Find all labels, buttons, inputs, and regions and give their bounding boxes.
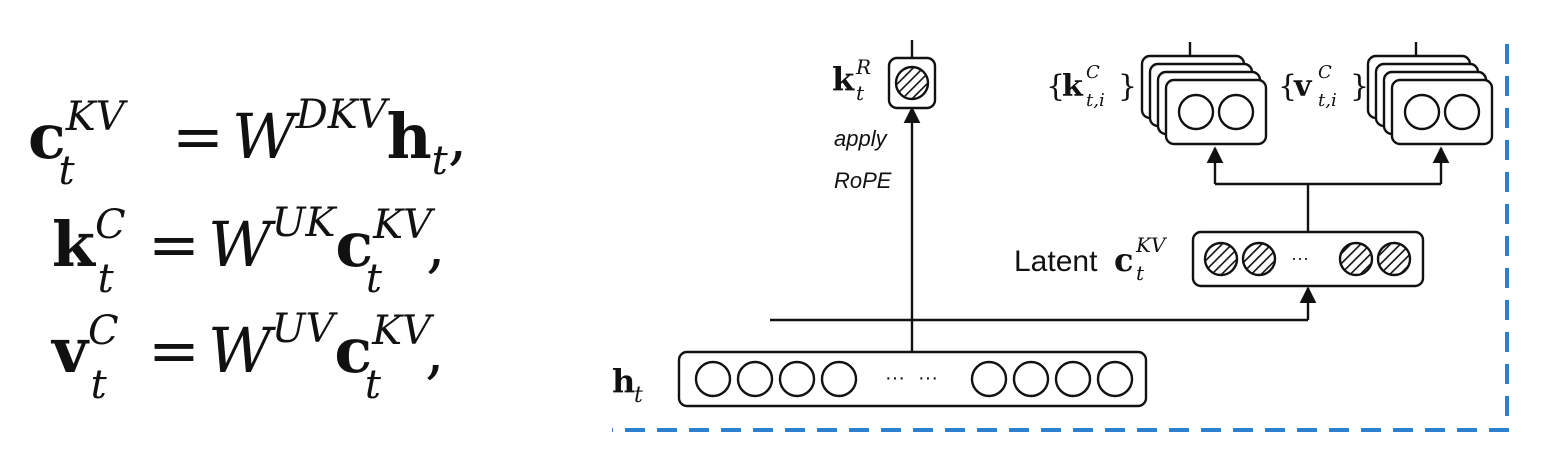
input-ht: h t ··· ··· xyxy=(612,350,1148,408)
vC-node: { v C t,i } xyxy=(1278,42,1494,146)
dashed-frame xyxy=(612,44,1509,432)
svg-text:···: ··· xyxy=(885,367,905,389)
svg-text:}: } xyxy=(1118,69,1137,104)
svg-text:vCt: vC t xyxy=(50,308,119,408)
equation-ckv: cKV t = WDKVht, xyxy=(28,92,467,194)
svg-text:t,i: t,i xyxy=(1086,90,1105,111)
svg-text:···: ··· xyxy=(918,367,938,389)
equation-vc: vC t = WUVcKV t, xyxy=(50,306,445,408)
svg-text:c: c xyxy=(1114,241,1133,279)
svg-text:k: k xyxy=(832,60,855,98)
svg-text:KV: KV xyxy=(1135,233,1168,257)
svg-text:k: k xyxy=(1062,69,1084,104)
svg-text:t: t xyxy=(1136,261,1145,285)
svg-text:t,i: t,i xyxy=(1318,90,1337,111)
svg-text:=: = xyxy=(172,100,224,173)
svg-text:{: { xyxy=(1278,69,1297,104)
equation-kc: kC t = WUKcKV t, xyxy=(52,200,446,302)
input-circles-right xyxy=(970,360,1134,398)
svg-text:WDKVht,: WDKVht, xyxy=(232,92,467,184)
svg-text:=: = xyxy=(148,314,200,387)
svg-text:···: ··· xyxy=(1291,248,1309,268)
input-circles-left xyxy=(694,360,858,398)
svg-text:}: } xyxy=(1350,69,1369,104)
svg-text:{: { xyxy=(1046,69,1065,104)
apply-label: apply xyxy=(834,126,889,151)
svg-text:kCt: kC t xyxy=(52,202,126,302)
rope-label: RoPE xyxy=(834,168,892,193)
equation-block: cKV t = WDKVht, kC t = WUKcKV t, vC t = WUVc… xyxy=(28,92,467,408)
latent-ckv: Latent c KV t ··· xyxy=(1014,230,1425,288)
svg-text:v: v xyxy=(1293,69,1313,104)
svg-text:C: C xyxy=(1318,62,1332,83)
kC-node: { k C t,i } xyxy=(1046,42,1268,146)
svg-text:t: t xyxy=(856,81,865,105)
svg-text:C: C xyxy=(1086,62,1100,83)
svg-text:Latent: Latent xyxy=(1014,245,1098,278)
svg-text:R: R xyxy=(855,55,871,79)
svg-text:t: t xyxy=(634,383,643,408)
mla-diagram: h t ··· ··· apply RoPE xyxy=(612,40,1509,432)
input-ht-label: h xyxy=(612,362,635,400)
svg-text:=: = xyxy=(148,208,200,281)
kR-node: k R t xyxy=(832,40,937,110)
